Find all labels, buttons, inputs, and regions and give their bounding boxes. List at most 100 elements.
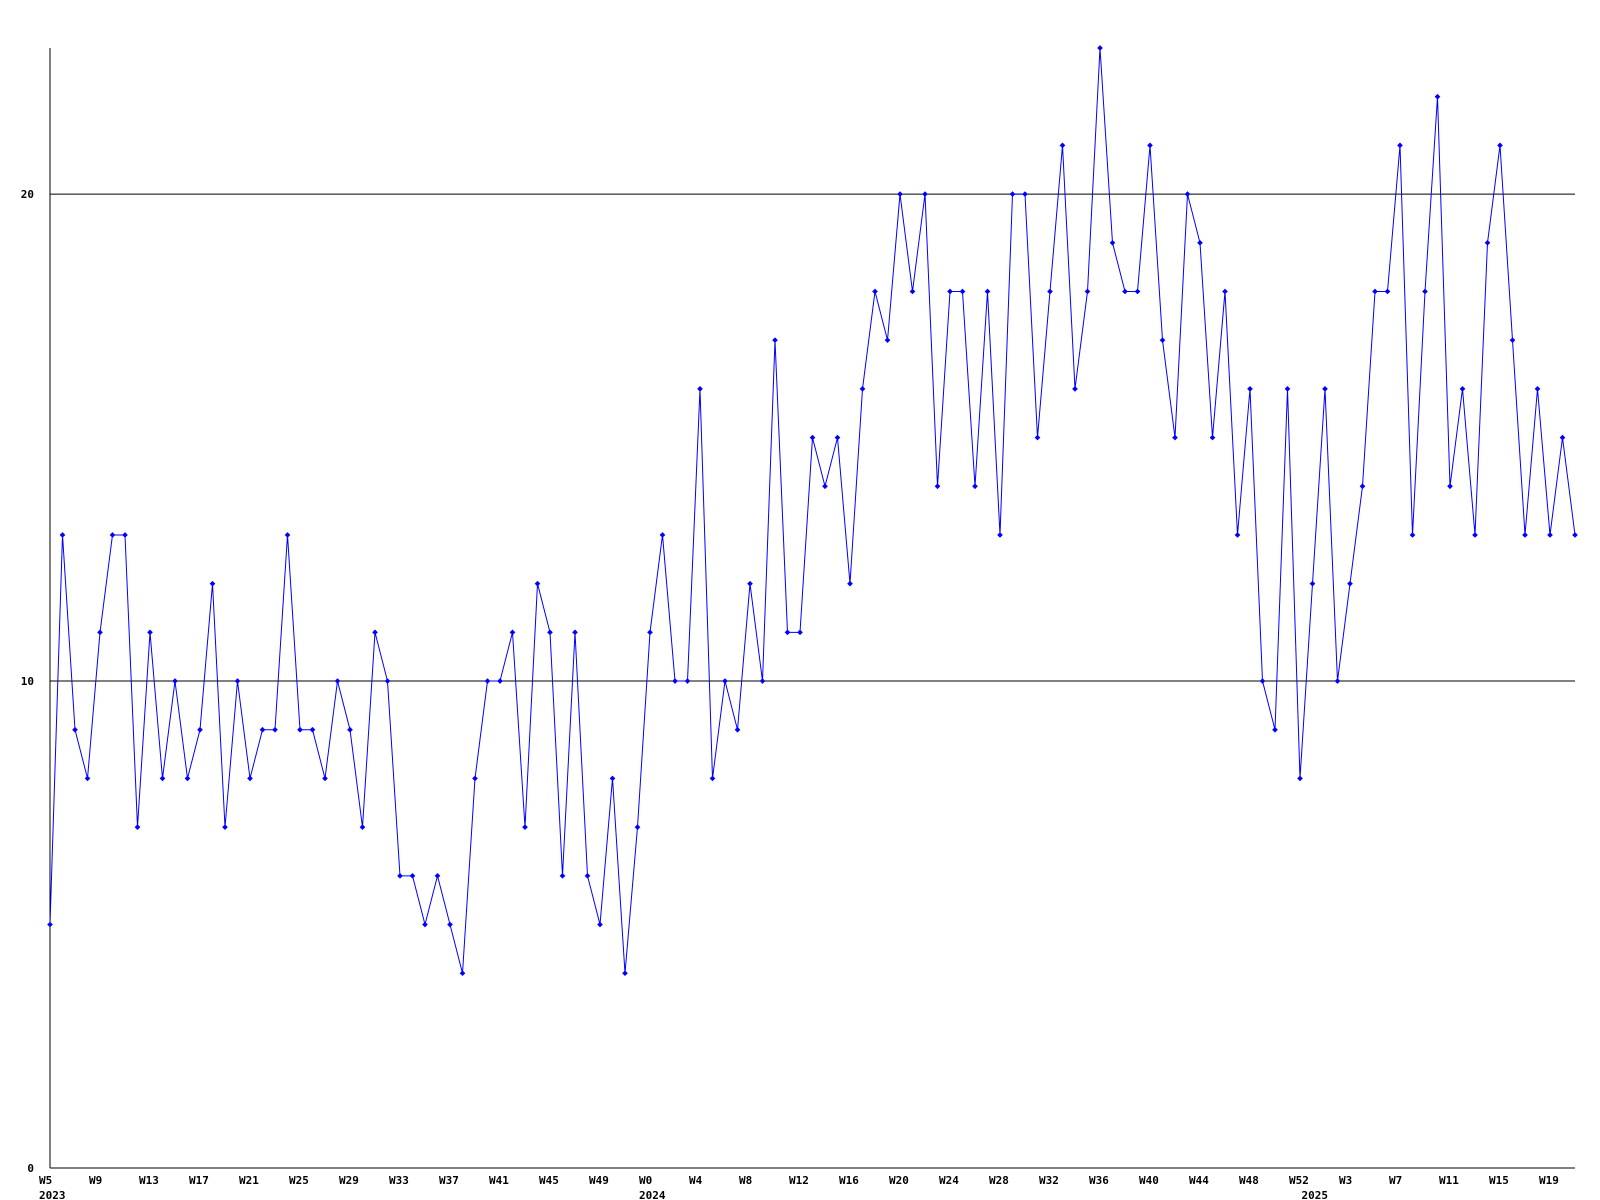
data-point (1259, 678, 1266, 684)
year-label: 2024 (639, 1189, 666, 1200)
data-point (784, 629, 791, 636)
x-tick-label: W20 (889, 1174, 909, 1187)
x-tick-label: W41 (489, 1174, 509, 1187)
data-point (547, 629, 553, 636)
x-tick-label: W17 (189, 1174, 209, 1187)
data-point (1409, 532, 1416, 538)
data-point (1047, 288, 1053, 295)
data-point (1547, 532, 1553, 538)
year-label: 2023 (39, 1189, 66, 1200)
data-point (1159, 337, 1166, 343)
data-point (609, 775, 616, 782)
data-point (347, 726, 353, 733)
x-tick-label: W4 (689, 1174, 703, 1187)
data-point (809, 434, 816, 441)
data-point (397, 873, 403, 879)
data-point (1197, 239, 1203, 246)
data-point (1147, 142, 1153, 149)
x-tick-label: W0 (639, 1174, 652, 1187)
x-tick-label: W49 (589, 1174, 609, 1187)
data-point (197, 726, 203, 733)
x-tick-label: W13 (139, 1174, 159, 1187)
data-point (1372, 288, 1378, 295)
data-point (1072, 386, 1078, 392)
data-point (509, 629, 516, 636)
data-point (709, 775, 716, 782)
data-point (684, 678, 691, 684)
x-tick-label: W33 (389, 1174, 409, 1187)
data-point (497, 678, 503, 684)
data-point (534, 580, 541, 587)
data-point (797, 629, 803, 636)
data-point (447, 921, 453, 928)
x-tick-label: W7 (1389, 1174, 1402, 1187)
data-point (1347, 580, 1353, 587)
data-point (959, 288, 966, 295)
data-point (859, 386, 866, 392)
x-tick-label: W15 (1489, 1174, 1509, 1187)
data-point (759, 678, 766, 684)
x-tick-label: W16 (839, 1174, 859, 1187)
data-point (834, 434, 841, 441)
x-tick-label: W44 (1189, 1174, 1209, 1187)
data-point (259, 726, 266, 733)
data-point (109, 532, 116, 538)
data-points (47, 45, 1578, 977)
data-point (1234, 532, 1241, 538)
data-point (1309, 580, 1316, 587)
data-point (384, 678, 391, 684)
data-point (1359, 483, 1366, 490)
data-point (1297, 775, 1303, 782)
data-point (1447, 483, 1453, 490)
data-point (672, 678, 678, 684)
data-point (572, 629, 578, 636)
y-tick-label: 0 (27, 1162, 34, 1175)
data-point (722, 678, 728, 684)
axes (49, 48, 1575, 1169)
data-point (822, 483, 828, 490)
data-point (172, 678, 178, 684)
x-tick-label: W3 (1339, 1174, 1352, 1187)
data-point (1272, 726, 1278, 733)
data-point (1334, 678, 1341, 684)
data-point (1122, 288, 1128, 295)
data-point (847, 580, 853, 587)
data-point (209, 580, 216, 587)
data-point (1084, 288, 1091, 295)
data-point (434, 873, 441, 879)
data-point (1472, 532, 1478, 538)
data-point (297, 726, 303, 733)
x-tick-label: W21 (239, 1174, 259, 1187)
x-tick-label: W52 (1289, 1174, 1309, 1187)
data-point (1097, 45, 1103, 51)
data-point (622, 970, 628, 977)
data-point (659, 532, 666, 538)
data-point (1009, 191, 1016, 197)
data-point (159, 775, 166, 782)
x-tick-label: W5 (39, 1174, 52, 1187)
data-point (734, 726, 741, 733)
data-point (309, 726, 316, 733)
data-point (1497, 142, 1503, 149)
data-point (1522, 532, 1528, 538)
series-line (49, 47, 1576, 974)
data-point (1397, 142, 1403, 149)
x-tick-label: W25 (289, 1174, 309, 1187)
x-tick-label: W9 (89, 1174, 102, 1187)
data-point (59, 532, 66, 538)
data-point (559, 873, 566, 879)
x-tick-label: W28 (989, 1174, 1009, 1187)
data-point (372, 629, 378, 636)
x-tick-label: W32 (1039, 1174, 1059, 1187)
data-point (1422, 288, 1428, 295)
x-tick-label: W8 (739, 1174, 752, 1187)
data-point (1022, 191, 1028, 197)
data-point (1322, 386, 1328, 392)
data-point (997, 532, 1003, 538)
x-tick-label: W45 (539, 1174, 559, 1187)
data-point (484, 678, 491, 684)
data-point (422, 921, 428, 928)
data-point (634, 824, 641, 830)
data-point (84, 775, 91, 782)
